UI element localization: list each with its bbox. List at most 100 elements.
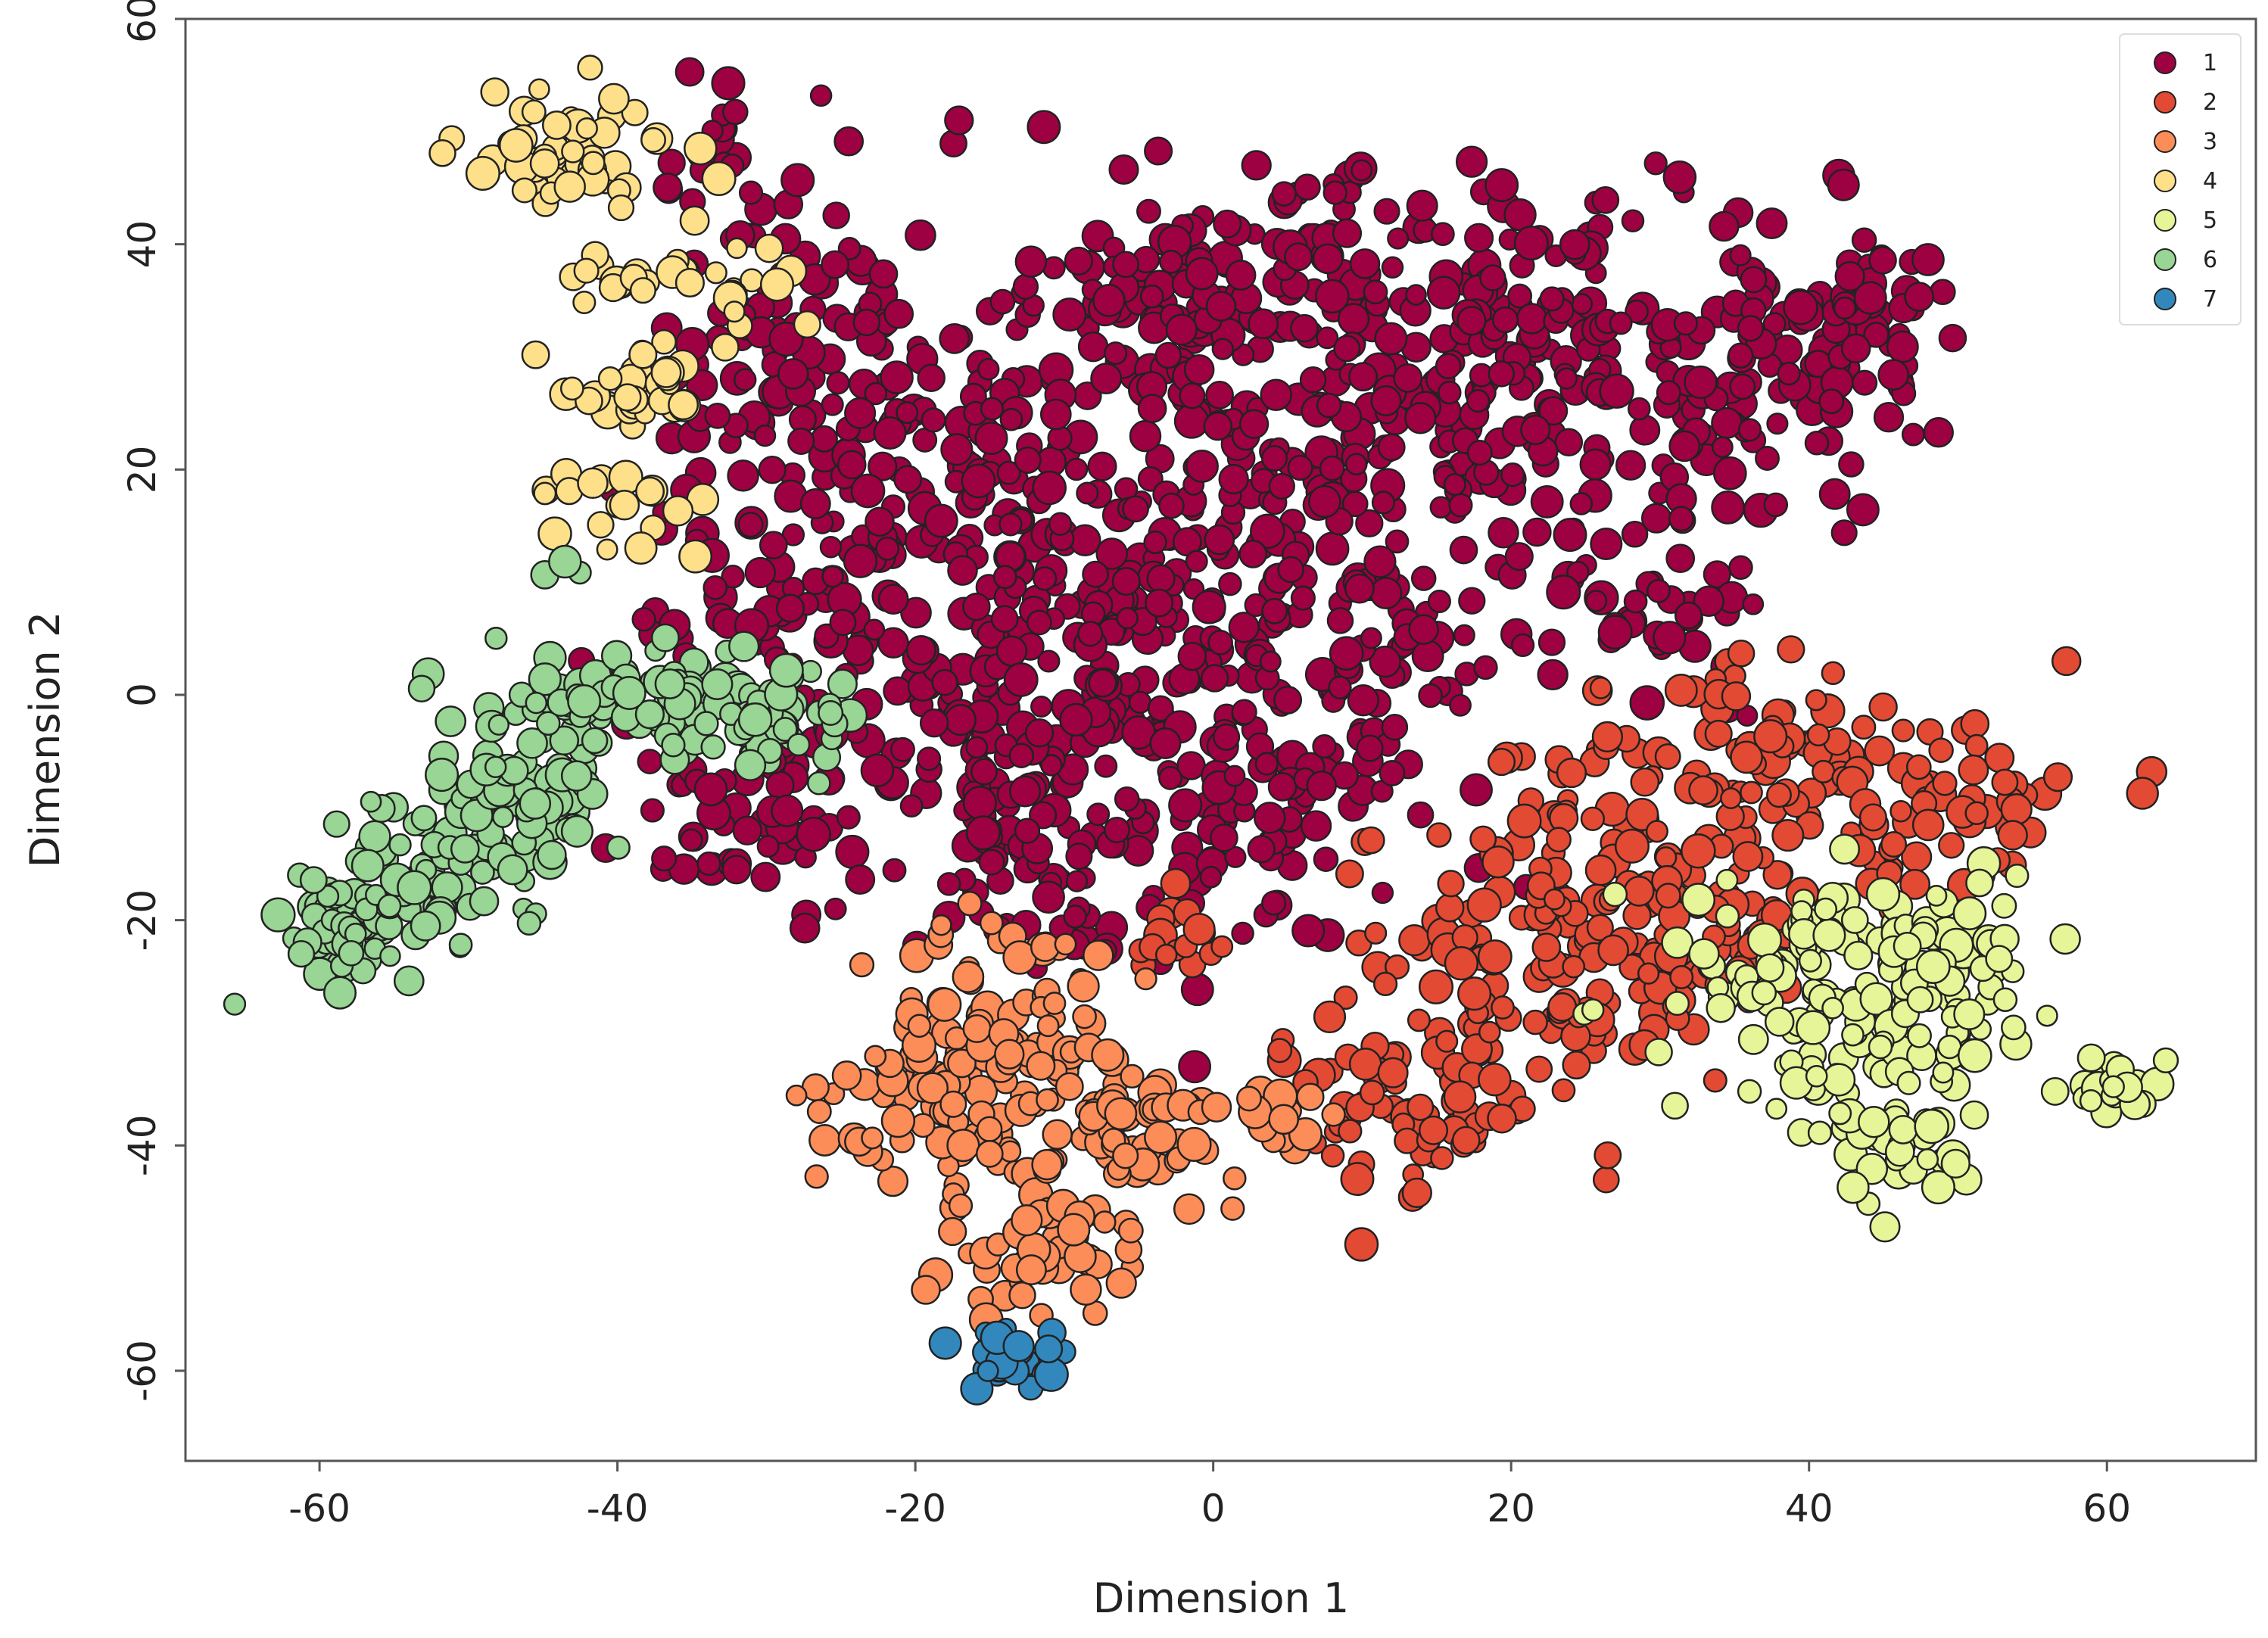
data-point: [1363, 279, 1388, 305]
data-point: [1231, 699, 1257, 725]
legend-label: 5: [2203, 207, 2217, 234]
data-point: [674, 57, 705, 87]
data-point: [1477, 939, 1513, 975]
data-point: [516, 727, 548, 759]
data-point: [930, 914, 952, 936]
data-point: [1539, 286, 1565, 312]
data-point: [596, 538, 618, 561]
legend-label: 6: [2203, 247, 2217, 273]
data-point: [1224, 845, 1247, 868]
data-point: [1154, 341, 1182, 369]
data-point: [1737, 1079, 1762, 1104]
data-point: [1012, 273, 1039, 300]
data-point: [1011, 1204, 1043, 1237]
data-point: [581, 151, 606, 176]
data-point: [1569, 492, 1594, 515]
data-point: [1064, 457, 1089, 481]
data-point: [322, 810, 350, 838]
data-point: [1042, 1119, 1073, 1151]
data-point: [1506, 803, 1542, 839]
data-point: [789, 912, 821, 944]
data-point: [1201, 1091, 1232, 1123]
data-point: [999, 407, 1023, 431]
data-point: [1555, 367, 1578, 390]
data-point: [553, 170, 586, 203]
data-point: [1916, 1148, 1939, 1171]
data-point: [1443, 473, 1466, 497]
data-point: [1653, 621, 1687, 655]
data-point: [528, 78, 550, 101]
data-point: [1654, 846, 1678, 869]
data-point: [1200, 664, 1229, 693]
data-point: [1114, 786, 1140, 812]
data-point: [1128, 690, 1152, 715]
data-point: [410, 910, 441, 942]
data-point: [1261, 597, 1288, 624]
data-point: [1851, 715, 1877, 740]
data-point: [808, 1123, 841, 1157]
data-point: [1654, 743, 1681, 770]
data-point: [1027, 110, 1061, 145]
data-point: [1783, 289, 1818, 325]
data-point: [1363, 545, 1397, 578]
data-point: [1937, 1034, 1962, 1060]
data-point: [1592, 1166, 1620, 1194]
data-point: [1522, 517, 1552, 547]
data-point: [1655, 883, 1681, 909]
data-point: [1828, 1101, 1852, 1126]
data-point: [924, 503, 958, 538]
data-point: [1938, 323, 1967, 353]
data-point: [845, 864, 876, 895]
data-point: [939, 1090, 967, 1118]
data-point: [1681, 883, 1716, 917]
data-point: [662, 495, 694, 527]
data-point: [1763, 492, 1789, 518]
data-point: [868, 259, 899, 289]
data-point: [1581, 998, 1605, 1022]
data-point: [1473, 655, 1498, 680]
data-point: [1579, 448, 1612, 481]
data-point: [990, 605, 1019, 634]
data-point: [1329, 636, 1364, 671]
data-point: [1431, 222, 1455, 247]
data-point: [299, 866, 328, 895]
data-point: [674, 267, 705, 298]
data-point: [1063, 905, 1087, 929]
data-point: [822, 201, 850, 229]
data-point: [1407, 801, 1435, 829]
data-point: [1144, 1120, 1178, 1154]
data-point: [1072, 1004, 1097, 1029]
data-point: [484, 626, 508, 650]
data-point: [1104, 817, 1130, 843]
data-point: [484, 755, 507, 779]
data-point: [1661, 1091, 1689, 1120]
data-point: [1869, 1211, 1901, 1243]
data-point: [1891, 718, 1915, 743]
data-point: [425, 758, 460, 793]
data-point: [1137, 394, 1167, 423]
data-point: [1841, 1023, 1865, 1047]
data-point: [833, 126, 865, 157]
data-point: [1729, 244, 1752, 266]
data-point: [1755, 953, 1785, 982]
data-point: [1985, 945, 2014, 973]
data-point: [1829, 833, 1861, 865]
data-point: [844, 397, 877, 429]
data-point: [1407, 1008, 1431, 1032]
data-point: [1751, 979, 1777, 1006]
data-point: [1668, 430, 1701, 462]
data-point: [1406, 189, 1438, 222]
data-point: [516, 911, 542, 936]
data-point: [1814, 897, 1838, 921]
data-point: [1640, 503, 1672, 534]
data-point: [938, 1216, 967, 1247]
data-point: [1525, 1055, 1553, 1083]
data-point: [1381, 256, 1404, 279]
data-point: [1732, 841, 1764, 873]
data-point: [1147, 695, 1174, 722]
data-point: [1077, 621, 1104, 647]
data-point: [1267, 772, 1298, 802]
data-point: [704, 403, 731, 429]
data-point: [880, 1103, 916, 1138]
data-point: [1846, 493, 1880, 527]
